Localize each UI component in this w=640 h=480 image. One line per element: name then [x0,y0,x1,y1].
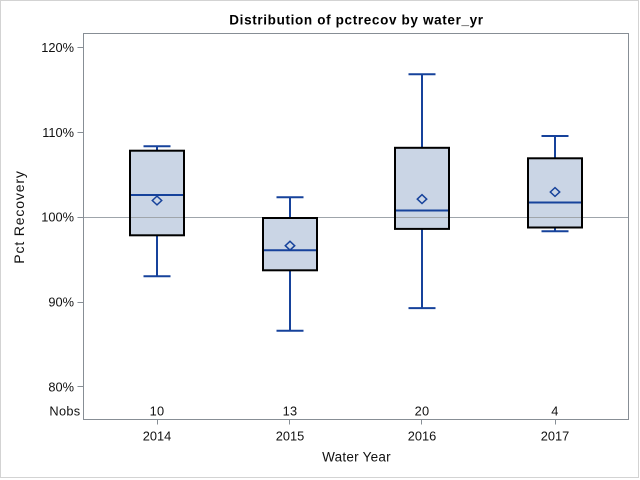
svg-text:110%: 110% [42,125,74,140]
svg-text:2017: 2017 [541,429,569,444]
svg-text:20: 20 [415,404,430,419]
svg-text:Distribution of pctrecov by wa: Distribution of pctrecov by water_yr [229,13,484,28]
svg-text:Nobs: Nobs [49,404,80,419]
svg-text:100%: 100% [41,210,74,225]
svg-text:2015: 2015 [276,429,304,444]
svg-text:13: 13 [283,404,298,419]
svg-text:80%: 80% [48,379,74,394]
svg-text:90%: 90% [48,295,74,310]
svg-text:4: 4 [551,404,558,419]
svg-text:Water Year: Water Year [322,450,391,465]
svg-text:120%: 120% [41,40,74,55]
svg-text:2016: 2016 [408,429,436,444]
svg-text:Pct Recovery: Pct Recovery [11,170,27,263]
svg-text:10: 10 [150,404,165,419]
svg-text:2014: 2014 [143,429,171,444]
